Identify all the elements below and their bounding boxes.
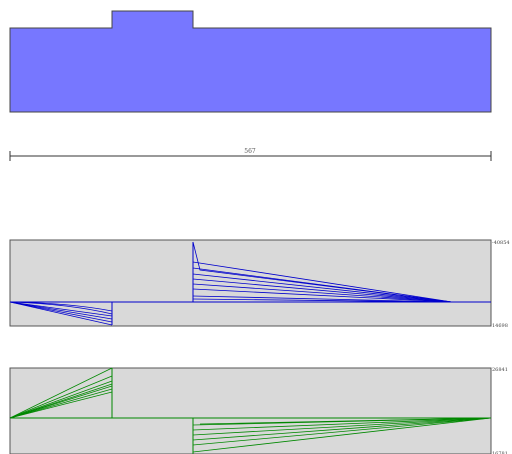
length-dimension [9, 151, 492, 161]
moment-curve [9, 391, 113, 419]
moment-curve [192, 417, 492, 436]
moment-diagram[interactable]: 26841 16781 [9, 367, 508, 454]
moment-max-label: 26841 [492, 367, 508, 373]
moment-curve [192, 417, 492, 441]
moment-curve [199, 417, 492, 425]
shear-curve [192, 273, 453, 303]
shear-diagram[interactable]: -40854 14698 [9, 239, 510, 329]
moment-diagram-panel [9, 367, 492, 454]
beam-section-shape[interactable] [9, 10, 492, 113]
moment-min-label: 16781 [492, 451, 508, 454]
shear-curve [192, 295, 453, 303]
shear-curve [9, 301, 113, 323]
moment-curve [9, 380, 113, 419]
shear-curve [9, 301, 113, 317]
shear-curve [192, 267, 453, 303]
moment-curve [192, 417, 492, 431]
shear-curve [192, 283, 453, 303]
shear-min-label: 14698 [492, 323, 508, 329]
moment-curve [9, 367, 113, 419]
length-dimension-label: 567 [244, 148, 256, 155]
shear-curve [192, 278, 453, 303]
moment-curve [192, 417, 492, 453]
shear-curve [9, 301, 113, 312]
shear-curve [192, 261, 453, 303]
shear-curve [192, 298, 453, 303]
shear-curves [9, 241, 453, 326]
moment-curves [9, 367, 492, 453]
moment-curve [9, 388, 113, 419]
moment-curve [9, 375, 113, 419]
shear-curve [9, 301, 113, 320]
shear-curve [9, 301, 113, 326]
moment-curve [9, 385, 113, 419]
shear-max-label: -40854 [492, 240, 510, 246]
shear-curve [192, 288, 453, 303]
moment-curve [192, 417, 492, 446]
shear-diagram-panel [9, 239, 492, 327]
